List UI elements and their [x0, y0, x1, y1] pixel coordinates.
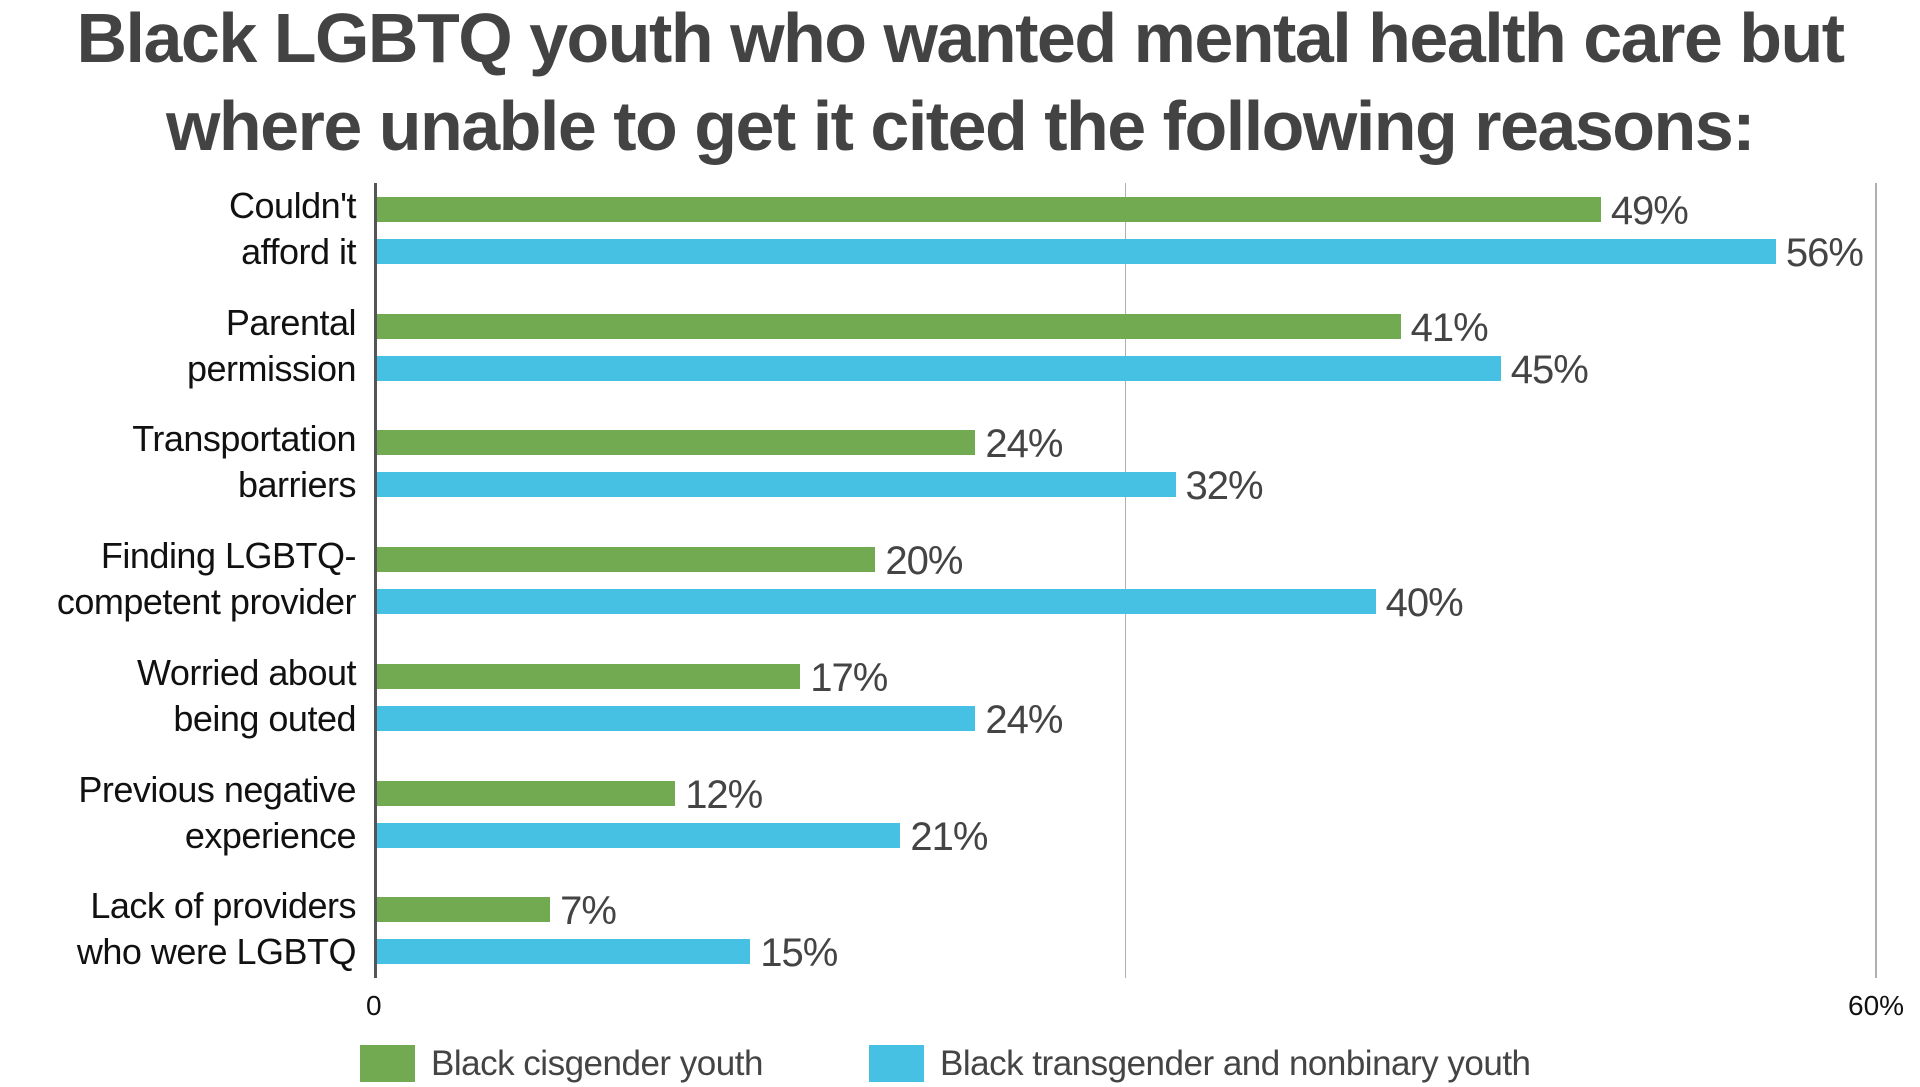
bar-cisgender	[377, 430, 976, 456]
category-label-line: Finding LGBTQ-	[100, 535, 357, 577]
category-label-line: barriers	[237, 464, 357, 506]
legend-swatch-blue	[869, 1045, 924, 1082]
category-label-line: Lack of providers	[90, 885, 356, 927]
category-label-line: competent provider	[56, 581, 357, 623]
category-label: Parental permission	[186, 300, 357, 392]
category-label-line: permission	[186, 347, 357, 389]
category-label-line: experience	[184, 814, 357, 856]
value-label: 45%	[1510, 347, 1589, 392]
bar-transgender-nonbinary	[377, 472, 1176, 498]
legend-item-cisgender: Black cisgender youth	[360, 1043, 763, 1083]
gridline-30	[1125, 183, 1126, 978]
category-label: Couldn't afford it	[229, 183, 356, 275]
bar-cisgender	[377, 197, 1601, 222]
category-label: Finding LGBTQ-competent provider	[56, 533, 357, 625]
value-label: 12%	[685, 772, 763, 817]
value-label: 21%	[910, 814, 988, 859]
legend-label: Black cisgender youth	[431, 1043, 763, 1083]
category-label-line: Transportation	[132, 418, 356, 460]
category-label: Transportation barriers	[132, 416, 356, 508]
category-label-line: Worried about	[137, 651, 356, 693]
bar-transgender-nonbinary	[377, 822, 901, 848]
value-label: 24%	[985, 697, 1063, 742]
bar-cisgender	[377, 313, 1401, 339]
x-tick-60: 60%	[1848, 990, 1905, 1021]
bar-cisgender	[377, 547, 876, 573]
category-label-line: afford it	[241, 231, 356, 272]
chart-title: Black LGBTQ youth who wanted mental heal…	[0, 0, 1920, 170]
legend-item-transgender-nonbinary: Black transgender and nonbinary youth	[869, 1043, 1531, 1083]
gridline-60	[1875, 183, 1877, 978]
category-label: Worried about being outed	[137, 650, 356, 742]
value-label: 49%	[1610, 189, 1689, 233]
value-label: 32%	[1185, 464, 1264, 509]
bar-transgender-nonbinary	[377, 939, 751, 965]
category-label-line: being outed	[173, 697, 356, 739]
category-label-line: Previous negative	[78, 768, 356, 810]
value-label: 17%	[810, 655, 888, 700]
value-label: 24%	[985, 422, 1063, 467]
legend-swatch-green	[360, 1045, 415, 1082]
bar-transgender-nonbinary	[377, 705, 976, 731]
value-label: 56%	[1785, 231, 1864, 275]
value-label: 41%	[1410, 305, 1489, 350]
bar-transgender-nonbinary	[377, 589, 1376, 615]
bar-cisgender	[377, 897, 551, 923]
category-label: Previous negative experience	[78, 767, 356, 859]
bar-transgender-nonbinary	[377, 239, 1776, 264]
category-label-line: who were LGBTQ	[76, 931, 357, 973]
category-label-line: Couldn't	[229, 185, 356, 226]
value-label: 15%	[760, 931, 838, 976]
category-label: Lack of providers who were LGBTQ	[76, 883, 357, 975]
bar-transgender-nonbinary	[377, 355, 1501, 381]
chart-title-line-2: where unable to get it cited the followi…	[165, 87, 1756, 165]
chart-title-line-1: Black LGBTQ youth who wanted mental heal…	[76, 0, 1845, 77]
category-label-line: Parental	[225, 301, 357, 343]
bar-cisgender	[377, 663, 801, 689]
y-axis-line	[374, 183, 377, 978]
value-label: 40%	[1385, 581, 1464, 626]
bar-cisgender	[377, 780, 676, 806]
legend-label: Black transgender and nonbinary youth	[940, 1043, 1531, 1083]
value-label: 7%	[560, 889, 617, 934]
x-tick-0: 0	[366, 990, 382, 1021]
value-label: 20%	[885, 539, 963, 584]
